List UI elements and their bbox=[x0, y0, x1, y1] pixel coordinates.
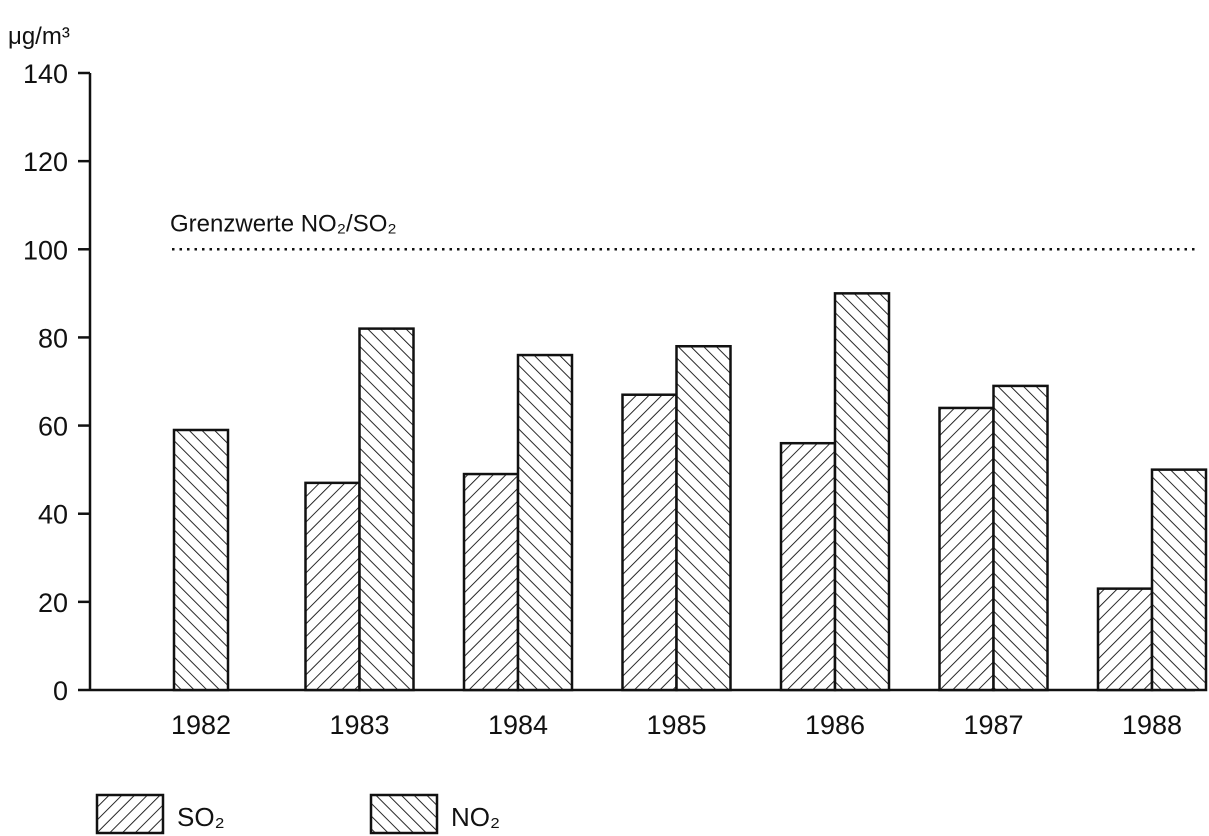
x-tick-label-1987: 1987 bbox=[963, 710, 1023, 740]
y-tick-label: 140 bbox=[23, 59, 68, 89]
y-tick-label: 60 bbox=[38, 412, 68, 442]
bar-no2-1982 bbox=[172, 428, 230, 692]
bar-no2-1988 bbox=[1150, 468, 1208, 692]
bar-so2-1985 bbox=[621, 393, 678, 692]
legend-swatch-no2 bbox=[369, 793, 439, 835]
x-axis-labels: 1982 1983 1984 1985 1986 1987 1988 bbox=[171, 710, 1182, 740]
reference-line-label: Grenzwerte NO₂/SO₂ bbox=[170, 210, 397, 237]
y-tick-label: 120 bbox=[23, 147, 68, 177]
bar-no2-1983 bbox=[358, 327, 415, 692]
bars bbox=[172, 292, 1208, 692]
legend: SO₂ NO₂ bbox=[95, 793, 500, 835]
y-tick-label: 40 bbox=[38, 500, 68, 530]
bar-so2-1987 bbox=[938, 406, 995, 692]
y-tick-label: 80 bbox=[38, 323, 68, 353]
x-tick-label-1988: 1988 bbox=[1122, 710, 1182, 740]
x-tick-label-1983: 1983 bbox=[329, 710, 389, 740]
bar-no2-1986 bbox=[833, 292, 891, 692]
x-tick-label-1982: 1982 bbox=[171, 710, 231, 740]
reference-line-group: Grenzwerte NO₂/SO₂ bbox=[170, 210, 1195, 251]
y-unit-label: μg/m³ bbox=[8, 23, 70, 50]
y-axis-ticks: 0 20 40 60 80 100 120 140 bbox=[23, 59, 90, 706]
y-tick-label: 100 bbox=[23, 235, 68, 265]
y-tick-label: 20 bbox=[38, 588, 68, 618]
bar-no2-1987 bbox=[992, 384, 1049, 692]
bar-no2-1985 bbox=[675, 344, 732, 692]
bar-so2-1984 bbox=[462, 472, 520, 692]
legend-label-so2: SO₂ bbox=[177, 802, 225, 832]
legend-swatch-so2 bbox=[95, 793, 165, 835]
bar-so2-1988 bbox=[1096, 587, 1154, 692]
bar-no2-1984 bbox=[516, 353, 574, 692]
bar-so2-1983 bbox=[304, 481, 361, 692]
x-tick-label-1986: 1986 bbox=[805, 710, 865, 740]
x-tick-label-1984: 1984 bbox=[488, 710, 548, 740]
y-tick-label: 0 bbox=[53, 676, 68, 706]
legend-label-no2: NO₂ bbox=[451, 802, 500, 832]
x-tick-label-1985: 1985 bbox=[646, 710, 706, 740]
bar-so2-1986 bbox=[779, 441, 837, 692]
